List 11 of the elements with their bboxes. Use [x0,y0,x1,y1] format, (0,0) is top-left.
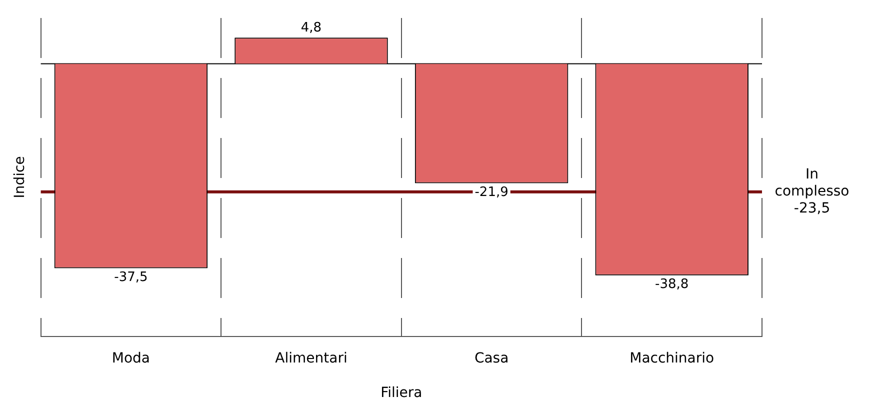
data-label: 4,8 [300,20,322,36]
x-tick-label: Casa [474,350,509,366]
x-tick-label: Alimentari [275,350,348,366]
x-tick-label: Moda [112,350,150,366]
y-axis-title: Indice [12,156,28,198]
x-axis-title: Filiera [380,385,422,402]
ref-line-label: In complesso -23,5 [774,166,850,217]
data-label: -37,5 [114,270,148,286]
x-tick-label: Macchinario [630,350,714,366]
data-label: -21,9 [474,185,508,200]
data-label: -38,8 [655,277,689,292]
